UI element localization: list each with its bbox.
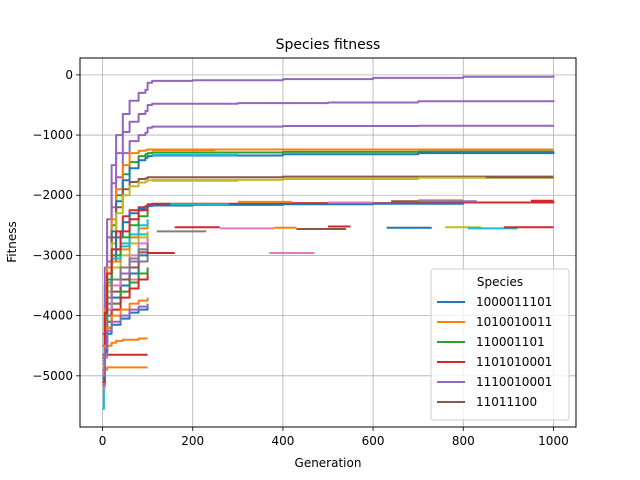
x-tick-label: 800 [452, 434, 475, 448]
x-axis-label: Generation [295, 456, 362, 470]
y-tick-label: −3000 [32, 248, 73, 262]
y-axis-label: Fitness [5, 221, 19, 263]
x-tick-label: 400 [271, 434, 294, 448]
legend-entry: 1101010001 [476, 355, 552, 369]
x-tick-label: 600 [362, 434, 385, 448]
series-line-1 [102, 100, 555, 347]
series-line-30 [102, 303, 149, 377]
y-tick-label: 0 [65, 68, 73, 82]
series-line-2 [102, 124, 555, 359]
y-tick-label: −1000 [32, 128, 73, 142]
series-layer [102, 75, 555, 410]
series-line-27 [102, 204, 149, 356]
chart-title: Species fitness [276, 37, 381, 53]
x-tick-label: 0 [99, 434, 107, 448]
legend-entry: 1010010011 [476, 315, 552, 329]
y-tick-label: −5000 [32, 369, 73, 383]
x-tick-label: 200 [181, 434, 204, 448]
y-tick-label: −4000 [32, 309, 73, 323]
legend-entry: 1000011101 [476, 295, 552, 309]
axis-ticks: 0 200 400 600 800 1000 0 −1000 −2000 −3000 −4000 −5… [32, 68, 568, 448]
plot-frame [79, 57, 577, 428]
y-tick-label: −2000 [32, 188, 73, 202]
legend-entry: 1110010001 [476, 375, 552, 389]
legend-entry: 110001101 [476, 335, 545, 349]
legend: Species 1000011101 1010010011 110001101 110… [430, 268, 570, 421]
x-tick-label: 1000 [538, 434, 569, 448]
legend-box [430, 268, 570, 421]
legend-title: Species [477, 275, 523, 289]
legend-entry: 11011100 [476, 395, 537, 409]
